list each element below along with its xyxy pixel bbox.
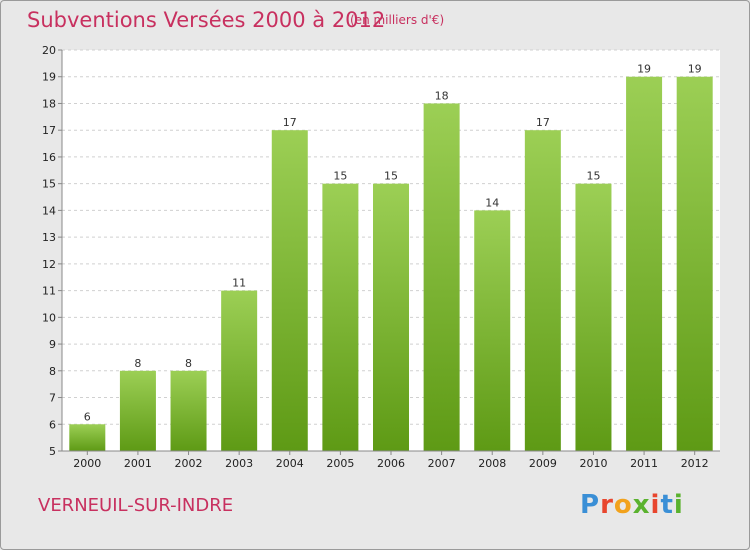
y-tick-label: 19 <box>42 71 56 84</box>
y-tick-label: 16 <box>42 151 56 164</box>
bar-2006 <box>373 183 409 451</box>
bar-2002 <box>170 370 207 451</box>
y-tick-label: 8 <box>49 365 56 378</box>
y-tick-label: 5 <box>49 445 56 458</box>
bar-2012 <box>676 76 713 451</box>
x-tick-label-2001: 2001 <box>124 457 152 470</box>
y-tick-label: 20 <box>42 44 56 57</box>
x-tick-label-2002: 2002 <box>175 457 203 470</box>
bar-2004 <box>271 130 308 451</box>
y-tick-label: 10 <box>42 311 56 324</box>
data-label-2011: 19 <box>637 63 651 76</box>
data-label-2012: 19 <box>688 63 702 76</box>
commune-name: VERNEUIL-SUR-INDRE <box>38 495 234 516</box>
bar-2010 <box>575 183 612 451</box>
bars: 6 8 8 11 17 15 15 18 14 17 15 19 19 <box>69 63 713 451</box>
logo-text: Proxiti <box>580 490 684 520</box>
chart-title: Subventions Versées 2000 à 2012 <box>27 8 386 32</box>
proxiti-logo: Proxiti <box>580 490 684 520</box>
bar-2011 <box>626 76 663 451</box>
y-axis: 5 6 7 8 9 10 11 12 13 14 15 16 17 18 19 20 <box>42 44 62 458</box>
bar-2003 <box>221 290 258 451</box>
y-tick-label: 14 <box>42 204 56 217</box>
y-tick-label: 17 <box>42 124 56 137</box>
data-label-2000: 6 <box>84 410 91 423</box>
bar-2001 <box>119 370 156 451</box>
bar-2009 <box>524 130 561 451</box>
data-label-2004: 17 <box>283 116 297 129</box>
bar-2005 <box>322 183 359 451</box>
bar-2000 <box>69 424 106 451</box>
x-tick-label-2011: 2011 <box>630 457 658 470</box>
data-label-2003: 11 <box>232 277 246 290</box>
chart-subtitle: (en milliers d'€) <box>350 13 445 27</box>
data-label-2001: 8 <box>134 357 141 370</box>
data-label-2005: 15 <box>333 170 347 183</box>
bar-2007 <box>423 103 460 451</box>
y-tick-label: 12 <box>42 258 56 271</box>
x-axis: 2000 2001 2002 2003 2004 2005 2006 2007 2008 2009… <box>73 451 709 470</box>
y-tick-label: 7 <box>49 392 56 405</box>
data-label-2010: 15 <box>586 170 600 183</box>
x-tick-label-2007: 2007 <box>428 457 456 470</box>
data-label-2007: 18 <box>435 89 449 102</box>
x-tick-label-2012: 2012 <box>681 457 709 470</box>
bar-2008 <box>474 210 511 451</box>
x-tick-label-2003: 2003 <box>225 457 253 470</box>
data-label-2008: 14 <box>485 196 499 209</box>
y-tick-label: 6 <box>49 418 56 431</box>
y-tick-label: 9 <box>49 338 56 351</box>
x-tick-label-2000: 2000 <box>73 457 101 470</box>
y-tick-label: 13 <box>42 231 56 244</box>
data-label-2006: 15 <box>384 170 398 183</box>
x-tick-label-2009: 2009 <box>529 457 557 470</box>
x-tick-label-2008: 2008 <box>478 457 506 470</box>
data-label-2002: 8 <box>185 357 192 370</box>
y-tick-label: 18 <box>42 97 56 110</box>
y-tick-label: 15 <box>42 178 56 191</box>
x-tick-label-2010: 2010 <box>579 457 607 470</box>
x-tick-label-2004: 2004 <box>276 457 304 470</box>
x-tick-label-2006: 2006 <box>377 457 405 470</box>
x-tick-label-2005: 2005 <box>326 457 354 470</box>
data-label-2009: 17 <box>536 116 550 129</box>
y-tick-label: 11 <box>42 285 56 298</box>
